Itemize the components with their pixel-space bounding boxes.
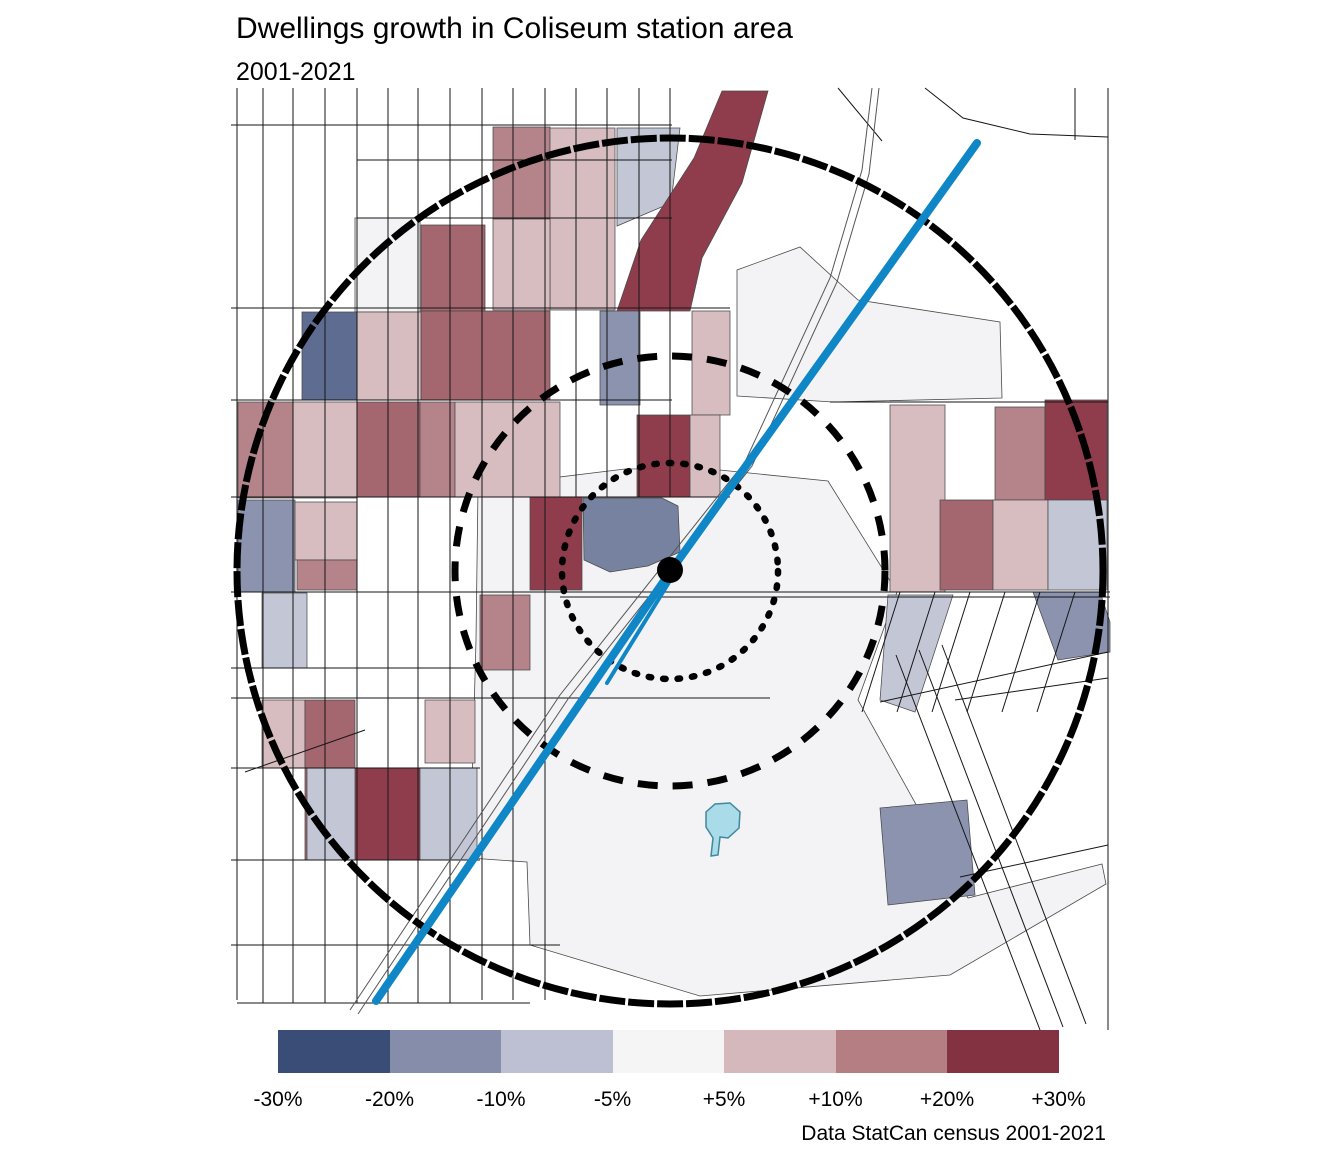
street-line [896,591,936,713]
pond [705,802,741,857]
legend-swatch [947,1030,1060,1073]
walkshed-ring-outer [233,134,1107,1008]
street-line [924,87,1109,138]
street-line [837,87,883,142]
legend-swatch [278,1030,390,1073]
street-line [895,654,1041,1031]
street-line [1001,591,1041,713]
census-block [939,499,994,591]
legend-label: -30% [253,1088,303,1111]
data-source-caption: Data StatCan census 2001-2021 [801,1122,1106,1145]
census-block [879,594,954,713]
census-block [479,594,531,671]
street-line [954,677,1109,701]
census-block [419,401,456,498]
street-line [879,651,1109,703]
map-title: Dwellings growth in Coliseum station are… [236,12,793,45]
legend-label: +30% [1031,1088,1086,1111]
legend-swatch [724,1030,836,1073]
census-block [294,501,358,561]
rail-corridor-line [349,87,873,1011]
census-block [492,218,551,311]
legend-swatch [612,1030,725,1073]
legend-label: +5% [702,1088,746,1111]
station-area-map [231,87,1111,1031]
census-block [420,224,486,312]
walkshed-ring-inner [558,459,782,683]
census-block [261,592,308,669]
census-block [356,311,422,401]
street-line [931,591,971,713]
map-subtitle: 2001-2021 [236,58,356,86]
census-block [599,310,641,406]
legend-label: -5% [593,1088,632,1111]
legend-labels: -30% -20% -10% -5% +5% +10% +20% +30% [0,1088,1344,1114]
census-block [889,404,946,593]
census-block [616,90,769,312]
legend-swatch [389,1030,502,1073]
census-block [879,799,976,906]
census-block [454,401,561,498]
legend-label: +20% [919,1088,975,1111]
rail-corridor-line [357,87,880,1015]
transit-line-branch [605,569,678,685]
street-line [966,591,1006,713]
legend-label: -10% [476,1088,526,1111]
census-block [237,499,296,593]
legend-swatch [501,1030,613,1073]
walkshed-ring-middle [451,352,889,790]
census-block [994,406,1046,501]
census-block [636,414,691,498]
open-parcel [736,246,1003,403]
census-block [296,559,358,591]
census-block [689,414,721,498]
legend-swatch [835,1030,948,1073]
street-line [1036,591,1076,713]
street-line [918,649,1064,1028]
station-marker [657,557,683,583]
legend-label: +10% [808,1088,863,1111]
census-block [992,499,1049,591]
legend-label: -20% [364,1088,415,1111]
census-block [529,496,583,591]
legend [278,1030,1060,1073]
street-line [861,591,901,713]
street-line [244,729,366,773]
census-block [420,310,551,401]
